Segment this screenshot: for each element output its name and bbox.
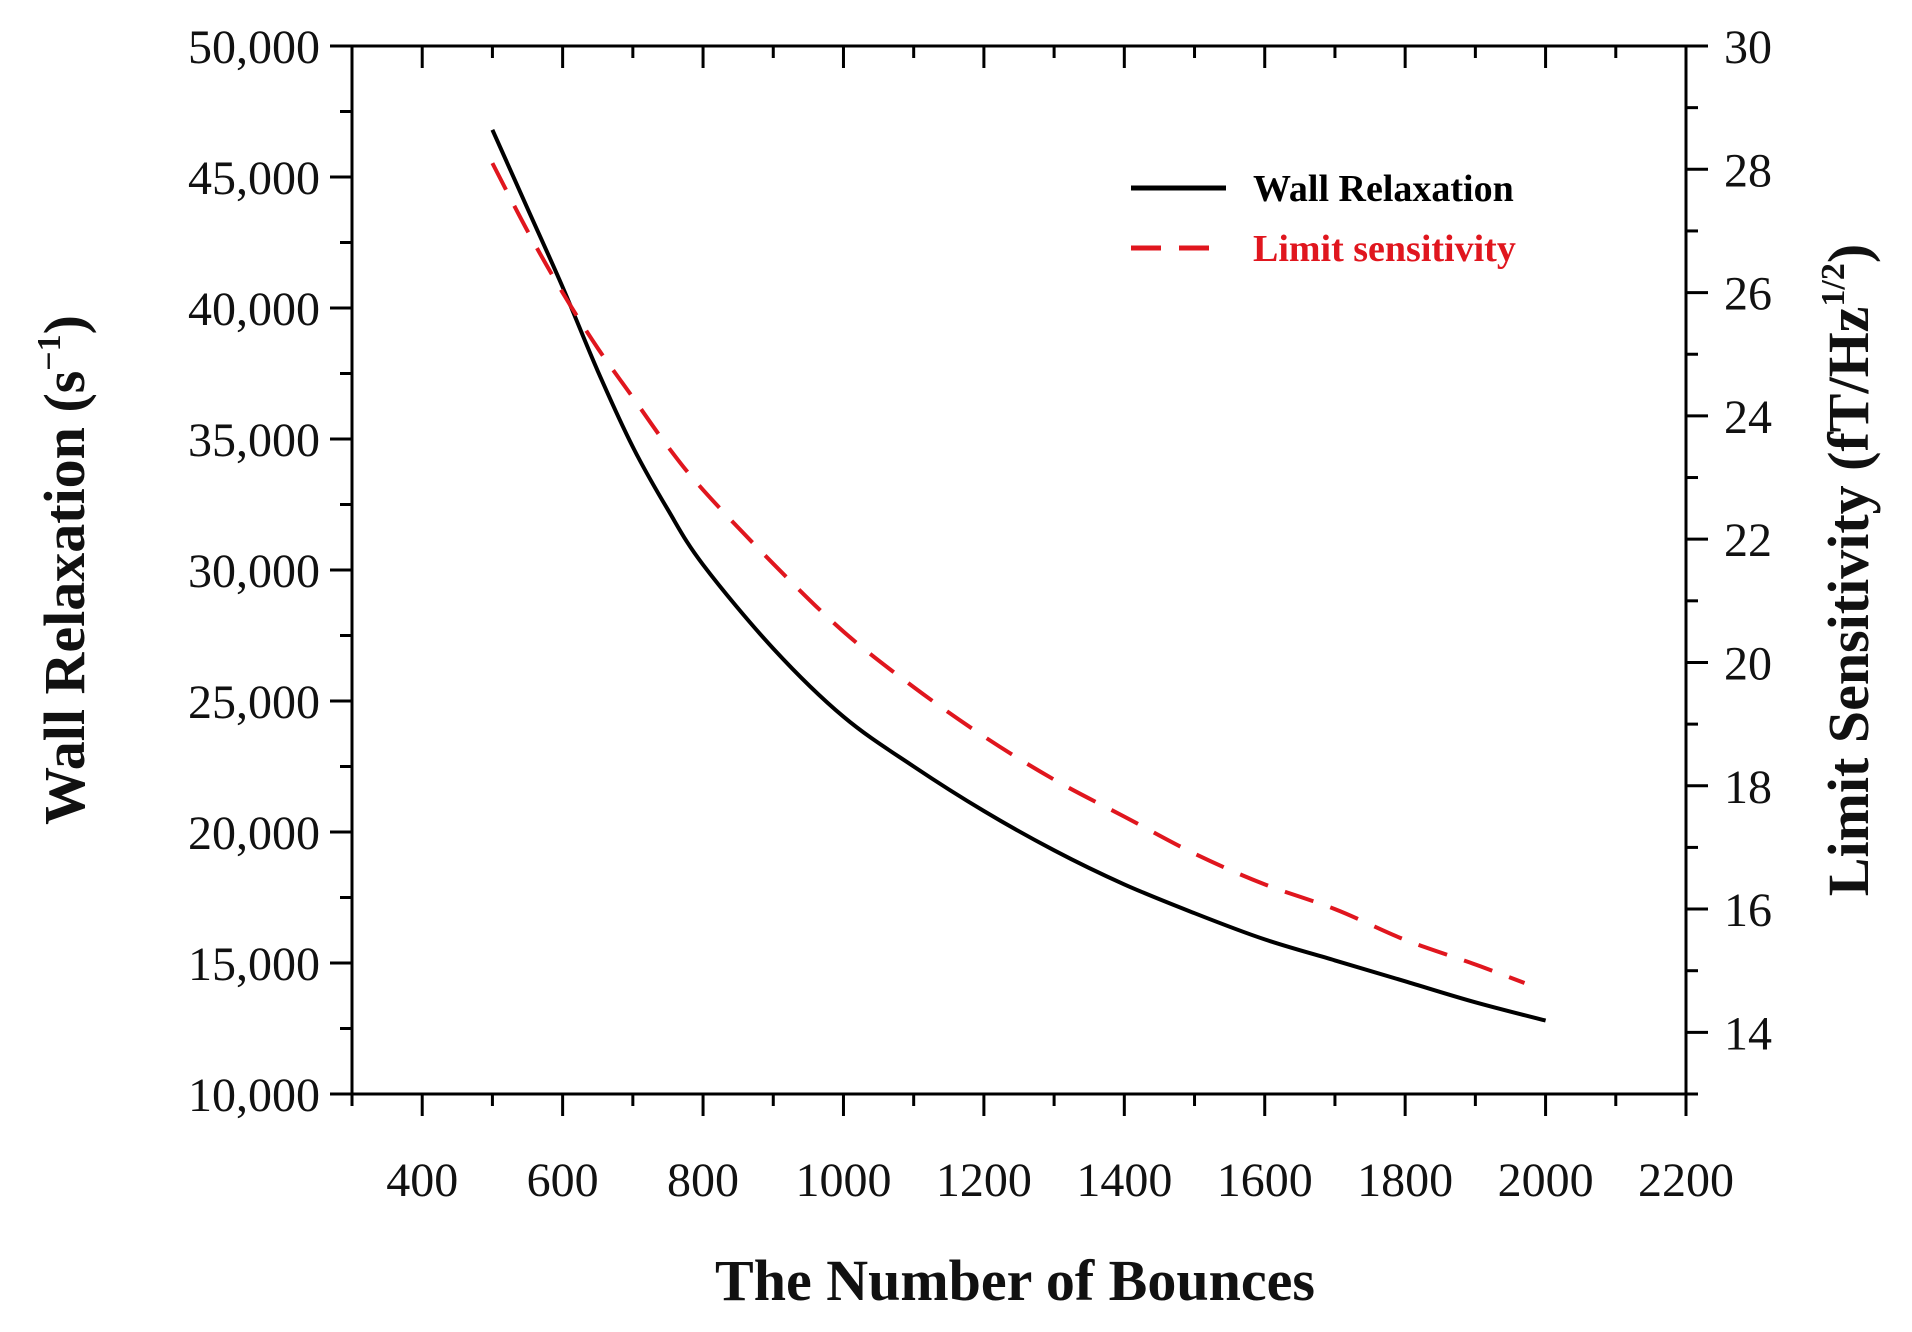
- series-layer: [490, 128, 1547, 1023]
- x-axis-title: The Number of Bounces: [715, 1248, 1315, 1313]
- y2-axis-title-text: Limit Sensitivity (fT/Hz: [1816, 307, 1881, 897]
- y2-axis-title: Limit Sensitivity (fT/Hz1/2): [1815, 244, 1881, 896]
- y-tick-label: 45,000: [188, 152, 320, 205]
- y-tick-label: 40,000: [188, 283, 320, 336]
- y2-tick-label: 18: [1724, 761, 1772, 814]
- y-tick-label: 10,000: [188, 1069, 320, 1122]
- x-tick-label: 2200: [1638, 1154, 1734, 1207]
- x-tick-label: 1800: [1357, 1154, 1453, 1207]
- y2-tick-label: 24: [1724, 391, 1772, 444]
- y2-tick-label: 20: [1724, 637, 1772, 690]
- y2-tick-label: 26: [1724, 268, 1772, 321]
- y2-axis-title-sup: 1/2: [1815, 263, 1852, 306]
- x-tick-label: 1200: [936, 1154, 1032, 1207]
- ticks-layer: 400 600 800 1000 1200 1400 1600 1800 2000 2200 10,…: [188, 21, 1772, 1207]
- series-line-limit-sensitivity: [490, 162, 1526, 985]
- y2-tick-label: 28: [1724, 144, 1772, 197]
- y2-tick-label: 16: [1724, 884, 1772, 937]
- x-tick-label: 2000: [1498, 1154, 1594, 1207]
- x-tick-label: 800: [667, 1154, 739, 1207]
- y2-tick-label: 22: [1724, 514, 1772, 567]
- x-tick-label: 1600: [1217, 1154, 1313, 1207]
- y2-axis-title-close: ): [1816, 244, 1881, 263]
- y-tick-label: 20,000: [188, 807, 320, 860]
- y-axis-title-close: ): [32, 315, 97, 334]
- y-tick-label: 30,000: [188, 545, 320, 598]
- legend: Wall Relaxation Limit sensitivity: [1131, 168, 1516, 270]
- x-tick-label: 400: [386, 1154, 458, 1207]
- y-tick-label: 50,000: [188, 21, 320, 74]
- y-axis-title-text: Wall Relaxation (s: [32, 371, 97, 825]
- legend-label: Limit sensitivity: [1253, 228, 1516, 270]
- y-tick-label: 35,000: [188, 414, 320, 467]
- x-tick-label: 600: [527, 1154, 599, 1207]
- x-tick-label: 1000: [795, 1154, 891, 1207]
- y-tick-label: 25,000: [188, 676, 320, 729]
- series-line-wall-relaxation: [490, 128, 1547, 1023]
- y2-tick-label: 30: [1724, 21, 1772, 74]
- y-axis-title-sup: −1: [31, 334, 68, 370]
- legend-label: Wall Relaxation: [1253, 168, 1514, 210]
- y2-tick-label: 14: [1724, 1007, 1772, 1060]
- y-axis-title: Wall Relaxation (s−1): [31, 315, 97, 825]
- x-tick-label: 1400: [1076, 1154, 1172, 1207]
- y-tick-label: 15,000: [188, 938, 320, 991]
